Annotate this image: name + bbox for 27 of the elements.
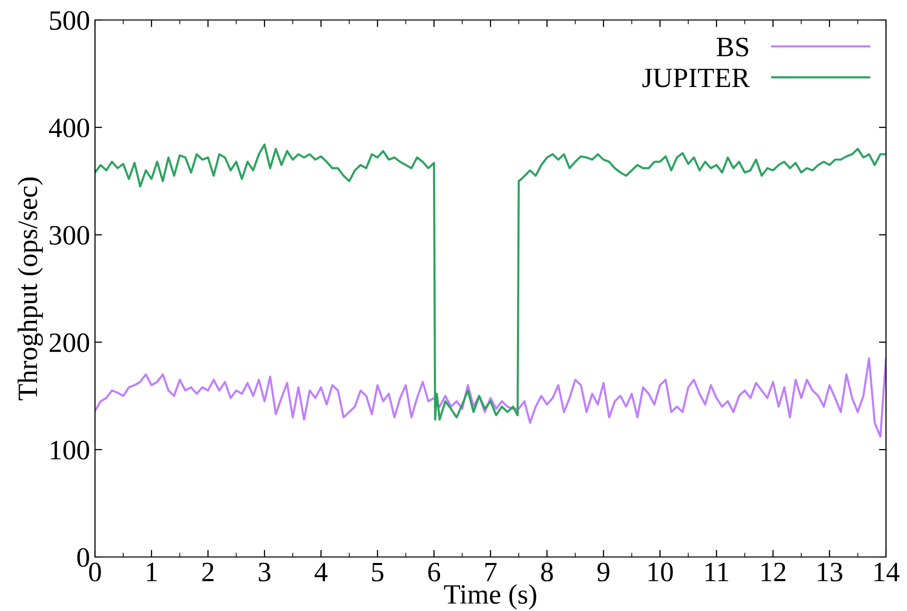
line-series: [95, 357, 886, 438]
x-tick-label: 4: [314, 562, 328, 582]
y-tick-label: 0: [77, 548, 90, 567]
x-tick-label: 14: [874, 562, 900, 582]
x-tick-label: 11: [706, 562, 728, 582]
x-tick-label: 3: [258, 562, 270, 582]
x-tick-label: 6: [428, 562, 440, 582]
y-axis-title: Throghput (ops/sec): [18, 177, 43, 400]
y-tick-label: 200: [50, 333, 90, 352]
y-tick-label: 400: [49, 118, 90, 138]
y-tick-label: 100: [50, 440, 90, 460]
legend-label: JUPITER: [642, 68, 750, 88]
x-tick-label: 13: [818, 562, 842, 582]
x-tick-label: 0: [89, 562, 101, 582]
legend-label: BS: [716, 38, 748, 56]
y-tick-label: 500: [50, 11, 90, 30]
x-tick-label: 9: [597, 562, 610, 582]
x-axis-title: Time (s): [444, 584, 536, 610]
x-tick-label: 5: [372, 562, 384, 582]
y-tick-label: 300: [50, 226, 90, 245]
x-tick-label: 7: [485, 562, 497, 582]
x-tick-label: 1: [147, 562, 157, 582]
line-series: [95, 144, 886, 421]
x-tick-label: 10: [648, 562, 673, 582]
x-tick-label: 2: [202, 562, 214, 582]
x-tick-label: 12: [762, 562, 786, 582]
x-tick-label: 8: [541, 562, 553, 582]
